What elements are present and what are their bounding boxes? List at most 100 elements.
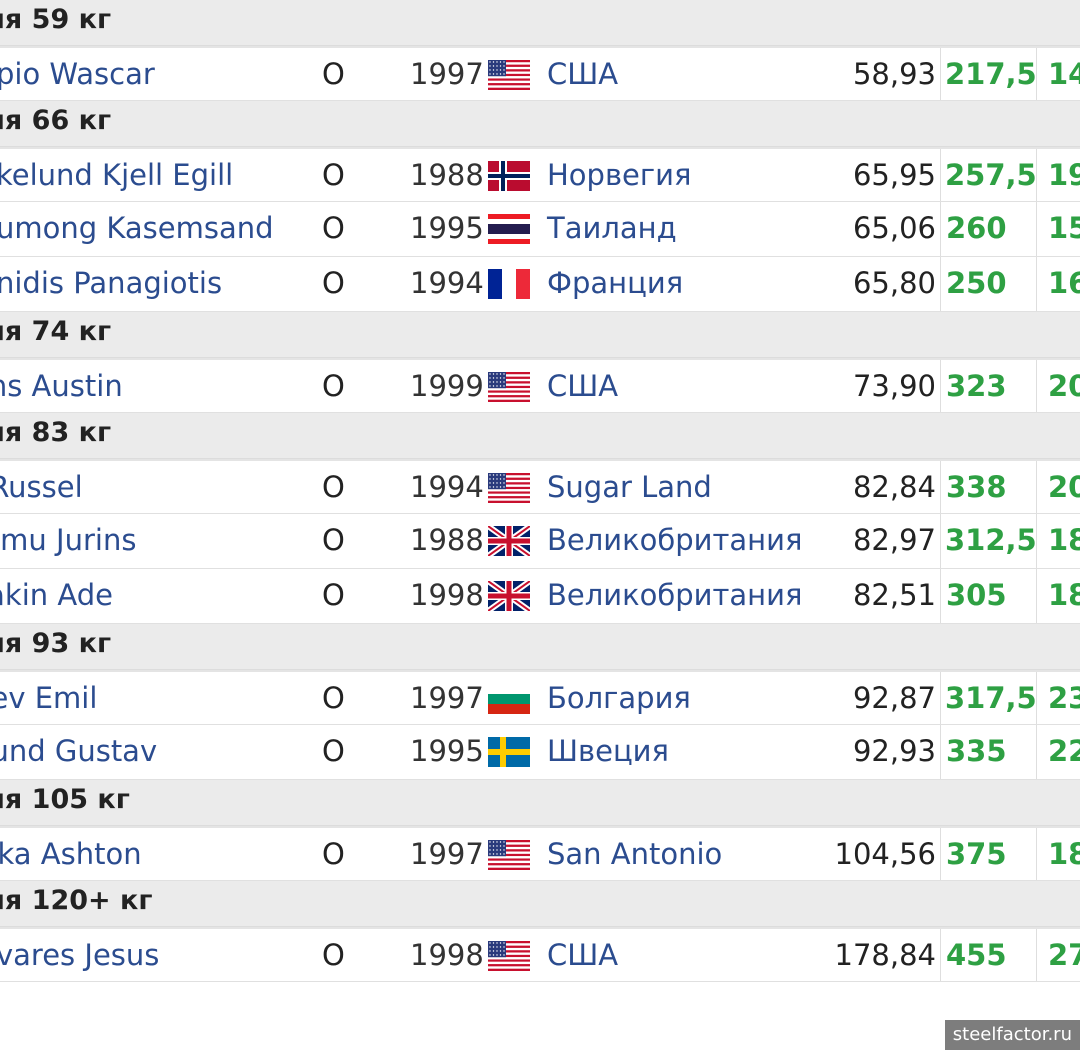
body-weight: 73,90 [852,369,936,403]
birth-year: 1988 [410,158,484,192]
athlete-name-link[interactable]: nidis Panagiotis [0,266,223,300]
total-result: 305 [946,578,1007,612]
body-weight: 65,95 [852,158,936,192]
column-divider [940,360,941,412]
total-result: 455 [946,938,1007,972]
category-header: ия 74 кг [0,312,1080,358]
total-result: 375 [946,837,1007,871]
column-divider [1036,514,1037,568]
column-divider [940,929,941,981]
gender-mark: О [322,266,345,300]
uk-flag-icon [488,581,530,611]
athlete-row: kelund Kjell Egill О 1988 Норвегия 65,95 257,… [0,147,1080,202]
athlete-name-link[interactable]: isakin Ade [0,578,113,612]
category-header: ия 93 кг [0,624,1080,670]
category-header: ия 66 кг [0,101,1080,147]
column-divider [1036,257,1037,311]
usa-flag-icon [488,473,530,503]
squat-result: 15 [1048,211,1080,245]
total-result: 317,5 [945,681,1037,715]
total-result: 338 [946,470,1007,504]
athlete-name-link[interactable]: vares Jesus [0,938,160,972]
category-header: ия 59 кг [0,0,1080,46]
column-divider [1036,672,1037,724]
squat-result: 22 [1048,734,1080,768]
category-label: ия 120+ кг [0,885,153,916]
country-link[interactable]: Франция [547,266,684,300]
usa-flag-icon [488,941,530,971]
usa-flag-icon [488,840,530,870]
body-weight: 82,51 [852,578,936,612]
column-divider [940,149,941,201]
athlete-name-link[interactable]: gamu Jurins [0,523,137,557]
athlete-name-link[interactable]: uska Ashton [0,837,142,871]
total-result: 312,5 [945,523,1037,557]
athlete-row: umong Kasemsand О 1995 Таиланд 65,06 260 15 [0,202,1080,257]
column-divider [1036,725,1037,779]
column-divider [1036,360,1037,412]
athlete-name-link[interactable]: pio Wascar [0,57,155,91]
country-link[interactable]: Болгария [547,681,691,715]
total-result: 250 [946,266,1007,300]
site-watermark: steelfactor.ru [944,1020,1080,1050]
column-divider [940,514,941,568]
squat-result: 20 [1048,470,1080,504]
body-weight: 65,06 [852,211,936,245]
column-divider [1036,461,1037,513]
country-link[interactable]: США [547,369,619,403]
athlete-row: gamu Jurins О 1988 Великобритания 82,97 312,5… [0,514,1080,569]
gender-mark: О [322,369,345,403]
athlete-row: nidis Panagiotis О 1994 Франция 65,80 250 16 [0,257,1080,312]
column-divider [940,725,941,779]
gender-mark: О [322,681,345,715]
birth-year: 1997 [410,837,484,871]
column-divider [1036,202,1037,256]
country-link[interactable]: Sugar Land [547,470,712,504]
column-divider [940,461,941,513]
gender-mark: О [322,470,345,504]
total-result: 257,5 [945,158,1037,192]
country-link[interactable]: США [547,57,619,91]
category-label: ия 59 кг [0,4,112,35]
birth-year: 1997 [410,57,484,91]
athlete-row: vares Jesus О 1998 США 178,84 455 27 [0,927,1080,982]
squat-result: 20 [1048,369,1080,403]
squat-result: 18 [1048,837,1080,871]
birth-year: 1994 [410,470,484,504]
norway-flag-icon [488,161,530,191]
squat-result: 14 [1048,57,1080,91]
squat-result: 16 [1048,266,1080,300]
country-link[interactable]: Великобритания [547,578,803,612]
country-link[interactable]: США [547,938,619,972]
category-label: ия 66 кг [0,105,112,136]
category-label: ия 83 кг [0,417,112,448]
gender-mark: О [322,837,345,871]
athlete-name-link[interactable]: umong Kasemsand [0,211,274,245]
country-link[interactable]: Швеция [547,734,669,768]
athlete-name-link[interactable]: kelund Kjell Egill [0,158,234,192]
category-header: ия 83 кг [0,413,1080,459]
country-link[interactable]: San Antonio [547,837,723,871]
country-link[interactable]: Таиланд [547,211,677,245]
category-header: ия 120+ кг [0,881,1080,927]
total-result: 217,5 [945,57,1037,91]
column-divider [1036,569,1037,623]
gender-mark: О [322,938,345,972]
athlete-name-link[interactable]: stev Emil [0,681,98,715]
birth-year: 1997 [410,681,484,715]
athlete-row: ii Russel О 1994 Sugar Land 82,84 338 20 [0,459,1080,514]
bulgaria-flag-icon [488,684,530,714]
body-weight: 104,56 [834,837,936,871]
athlete-name-link[interactable]: kins Austin [0,369,123,403]
athlete-name-link[interactable]: ii Russel [0,470,83,504]
squat-result: 18 [1048,523,1080,557]
country-link[interactable]: Великобритания [547,523,803,557]
squat-result: 19 [1048,158,1080,192]
column-divider [940,672,941,724]
column-divider [1036,929,1037,981]
athlete-name-link[interactable]: dlund Gustav [0,734,158,768]
uk-flag-icon [488,526,530,556]
country-link[interactable]: Норвегия [547,158,692,192]
athlete-row: dlund Gustav О 1995 Швеция 92,93 335 22 [0,725,1080,780]
body-weight: 178,84 [834,938,936,972]
